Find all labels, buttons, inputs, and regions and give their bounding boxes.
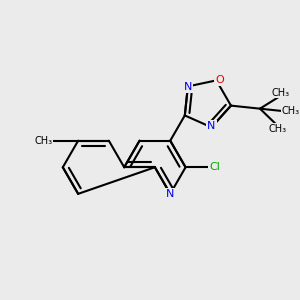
Text: N: N <box>166 189 174 199</box>
Text: O: O <box>215 75 224 85</box>
Text: CH₃: CH₃ <box>269 124 287 134</box>
Text: CH₃: CH₃ <box>272 88 290 98</box>
Text: Cl: Cl <box>209 162 220 172</box>
Text: N: N <box>184 82 192 92</box>
Text: N: N <box>207 121 216 131</box>
Text: CH₃: CH₃ <box>281 106 299 116</box>
Text: CH₃: CH₃ <box>34 136 52 146</box>
